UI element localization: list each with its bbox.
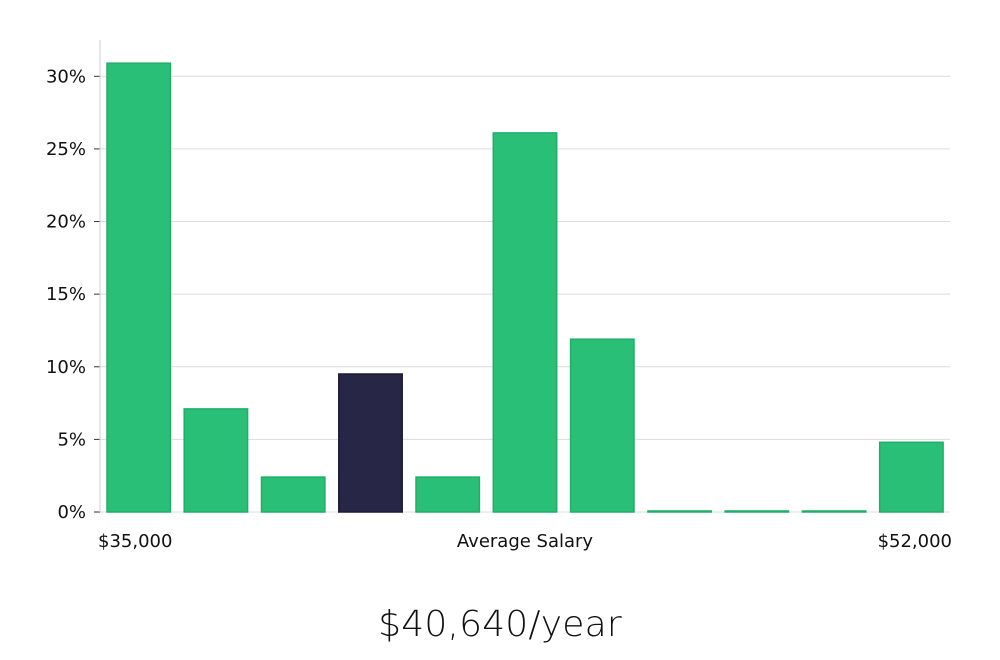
x-axis-title: Average Salary bbox=[457, 531, 594, 552]
y-tick-label: 10% bbox=[46, 357, 86, 378]
bar bbox=[415, 476, 481, 513]
bar bbox=[492, 132, 558, 513]
bar bbox=[260, 476, 326, 513]
bar bbox=[647, 510, 713, 513]
bar bbox=[106, 62, 172, 513]
x-min-label: $35,000 bbox=[98, 531, 172, 552]
y-tick-label: 25% bbox=[46, 139, 86, 160]
y-tick-label: 0% bbox=[57, 502, 86, 523]
axis-labels: $35,000 Average Salary $52,000 bbox=[98, 531, 952, 552]
bar bbox=[569, 338, 635, 513]
x-max-label: $52,000 bbox=[878, 531, 952, 552]
bars bbox=[106, 62, 944, 513]
bar-highlighted bbox=[338, 373, 403, 513]
y-tick-label: 15% bbox=[46, 284, 86, 305]
bar bbox=[878, 441, 944, 513]
y-tick-label: 20% bbox=[46, 212, 86, 233]
bar bbox=[724, 510, 790, 513]
bar bbox=[801, 510, 867, 513]
average-salary-value: $40,640/year bbox=[378, 604, 622, 645]
y-tick-label: 30% bbox=[46, 66, 86, 87]
salary-distribution-chart: 0% 5% 10% 15% 20% 25% 30% $35,000 Average Sala… bbox=[46, 40, 952, 552]
y-tick-label: 5% bbox=[57, 429, 86, 450]
bar bbox=[183, 408, 249, 513]
